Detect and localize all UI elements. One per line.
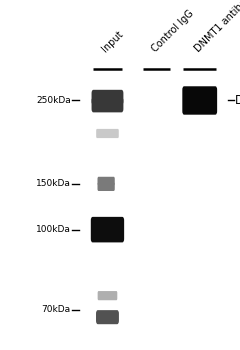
FancyBboxPatch shape — [96, 310, 119, 324]
Text: 150kDa: 150kDa — [36, 179, 71, 188]
Text: Control IgG: Control IgG — [150, 8, 195, 54]
Text: DNMT1: DNMT1 — [235, 94, 240, 107]
FancyBboxPatch shape — [91, 90, 123, 105]
FancyBboxPatch shape — [96, 129, 119, 138]
FancyBboxPatch shape — [97, 177, 115, 185]
FancyBboxPatch shape — [182, 86, 217, 115]
Text: 70kDa: 70kDa — [42, 306, 71, 315]
FancyBboxPatch shape — [91, 217, 124, 243]
Text: 100kDa: 100kDa — [36, 225, 71, 234]
FancyBboxPatch shape — [91, 97, 123, 112]
Text: Input: Input — [100, 29, 126, 54]
FancyBboxPatch shape — [98, 291, 117, 300]
Text: 250kDa: 250kDa — [36, 96, 71, 105]
FancyBboxPatch shape — [97, 182, 115, 191]
Text: DNMT1 antibody: DNMT1 antibody — [193, 0, 240, 54]
